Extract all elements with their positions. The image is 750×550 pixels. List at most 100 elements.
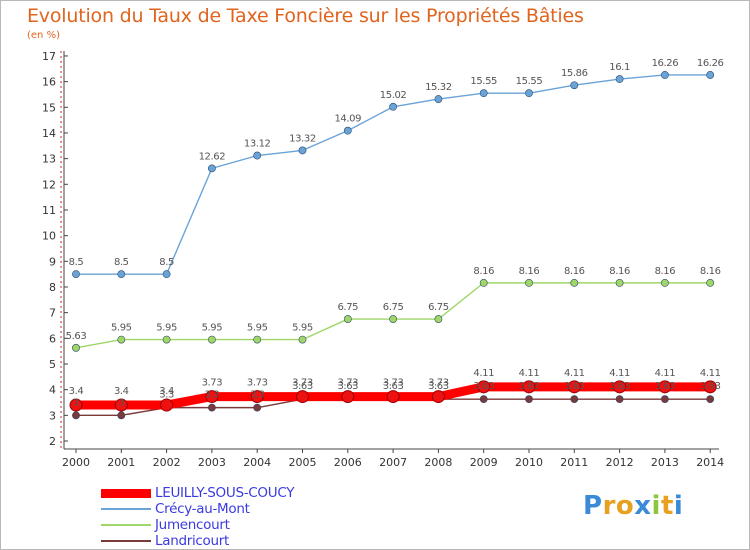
x-tick-label: 2006 bbox=[334, 456, 362, 469]
x-tick-label: 2011 bbox=[560, 456, 588, 469]
data-label: 4.11 bbox=[609, 368, 630, 379]
y-tick-label: 7 bbox=[49, 307, 56, 320]
legend-label: Crécy-au-Mont bbox=[155, 501, 250, 517]
data-point bbox=[615, 278, 624, 287]
y-tick-label: 9 bbox=[49, 255, 56, 268]
data-label: 3.73 bbox=[337, 378, 358, 389]
data-point bbox=[117, 411, 126, 420]
data-point bbox=[207, 403, 216, 412]
data-point bbox=[525, 395, 533, 404]
data-point bbox=[661, 71, 669, 79]
y-tick-label: 12 bbox=[42, 178, 56, 191]
data-label: 3.4 bbox=[159, 386, 174, 397]
x-tick-label: 2009 bbox=[470, 456, 498, 469]
data-label: 3.63 bbox=[655, 381, 676, 392]
data-label: 3.63 bbox=[564, 381, 585, 392]
data-label: 5.95 bbox=[156, 323, 177, 334]
data-label: 3.73 bbox=[428, 378, 449, 389]
data-label: 8.16 bbox=[655, 266, 676, 277]
data-label: 5.63 bbox=[66, 331, 87, 342]
data-label: 16.26 bbox=[697, 58, 724, 69]
y-tick-label: 10 bbox=[42, 230, 56, 243]
data-label: 6.75 bbox=[428, 302, 449, 313]
data-point bbox=[386, 390, 400, 404]
data-label: 14.09 bbox=[334, 114, 361, 125]
data-label: 8.16 bbox=[473, 266, 494, 277]
data-point bbox=[341, 390, 355, 404]
y-tick-label: 5 bbox=[49, 358, 56, 371]
data-label: 13.12 bbox=[244, 139, 271, 150]
data-label: 15.55 bbox=[470, 76, 497, 87]
x-tick-label: 2004 bbox=[243, 456, 271, 469]
data-point bbox=[434, 315, 443, 323]
y-tick-label: 13 bbox=[42, 153, 56, 166]
data-point bbox=[706, 278, 715, 287]
x-tick-label: 2013 bbox=[651, 456, 679, 469]
data-point bbox=[570, 395, 579, 404]
data-point bbox=[207, 164, 216, 173]
data-point bbox=[615, 395, 624, 404]
legend-label: LEUILLY-SOUS-COUCY bbox=[155, 485, 295, 501]
data-label: 3.63 bbox=[428, 381, 449, 392]
data-label: 3.63 bbox=[337, 381, 358, 392]
series-lines bbox=[75, 74, 711, 417]
logo-letter: P bbox=[583, 491, 603, 521]
data-point bbox=[479, 89, 488, 98]
data-label: 15.02 bbox=[380, 90, 407, 101]
x-tick-label: 2012 bbox=[606, 456, 634, 469]
data-label: 3.3 bbox=[205, 390, 220, 401]
data-point bbox=[250, 390, 264, 404]
data-label: 15.32 bbox=[425, 82, 452, 93]
y-tick-label: 16 bbox=[42, 76, 56, 89]
data-point bbox=[160, 398, 174, 412]
data-point bbox=[567, 380, 581, 394]
data-point bbox=[343, 315, 352, 323]
x-tick-label: 2003 bbox=[198, 456, 226, 469]
data-label: 5.95 bbox=[292, 323, 313, 334]
logo-letter: t bbox=[660, 491, 674, 521]
data-point bbox=[207, 335, 216, 344]
logo-letter: x bbox=[634, 491, 652, 521]
data-label: 8.5 bbox=[159, 257, 174, 268]
data-point bbox=[479, 395, 488, 404]
data-label: 8.5 bbox=[69, 257, 84, 268]
data-label: 3.3 bbox=[250, 390, 265, 401]
data-point bbox=[114, 398, 128, 412]
data-label: 8.16 bbox=[609, 266, 630, 277]
data-point bbox=[525, 278, 533, 287]
data-label: 4.11 bbox=[700, 368, 721, 379]
y-tick-label: 11 bbox=[42, 204, 56, 217]
x-tick-label: 2010 bbox=[515, 456, 543, 469]
x-tick-label: 2001 bbox=[107, 456, 135, 469]
data-label: 12.62 bbox=[199, 151, 226, 162]
proxiti-logo: Proxiti bbox=[583, 491, 683, 521]
data-label: 3.73 bbox=[383, 378, 404, 389]
logo-letter: o bbox=[615, 491, 635, 521]
data-point bbox=[253, 151, 262, 160]
data-label: 3.3 bbox=[159, 390, 174, 401]
data-point bbox=[117, 270, 126, 279]
data-point bbox=[205, 390, 219, 404]
data-label: 3.63 bbox=[609, 381, 630, 392]
y-tick-label: 15 bbox=[42, 101, 56, 114]
data-label: 3.73 bbox=[247, 378, 268, 389]
data-point bbox=[661, 395, 669, 404]
y-tick-label: 17 bbox=[42, 50, 56, 63]
data-label: 4.11 bbox=[564, 368, 585, 379]
data-point bbox=[69, 398, 83, 412]
data-point bbox=[253, 335, 262, 344]
logo-letter: i bbox=[673, 491, 684, 521]
x-tick-label: 2000 bbox=[62, 456, 90, 469]
series-points bbox=[69, 71, 717, 420]
data-point bbox=[72, 343, 80, 352]
data-point bbox=[525, 89, 533, 98]
chart-title: Evolution du Taux de Taxe Foncière sur l… bbox=[27, 5, 584, 27]
data-label: 4.11 bbox=[519, 368, 540, 379]
data-point bbox=[72, 270, 80, 279]
data-label: 13.32 bbox=[289, 133, 316, 144]
data-label: 6.75 bbox=[383, 302, 404, 313]
data-point bbox=[117, 335, 126, 344]
data-point bbox=[298, 335, 307, 344]
logo-letter: r bbox=[602, 491, 616, 521]
